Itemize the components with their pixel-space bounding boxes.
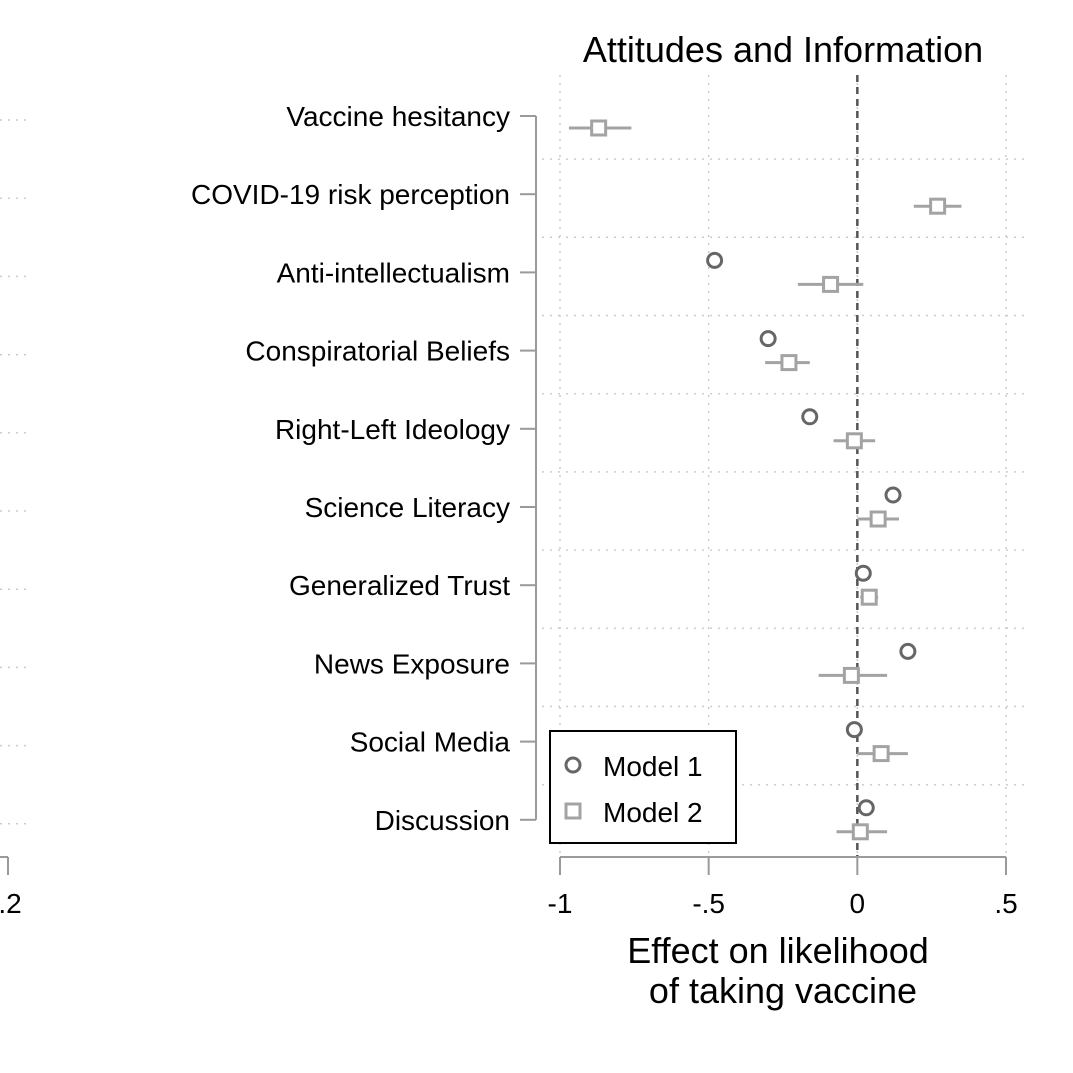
model-2-estimate: [833, 432, 876, 450]
y-tick-label: Generalized Trust: [289, 570, 510, 601]
circle-marker: [845, 721, 863, 739]
square-marker: [590, 119, 608, 137]
y-tick-label: Conspiratorial Beliefs: [245, 336, 510, 367]
x-tick-label: -1: [548, 888, 573, 919]
chart-title: Attitudes and Information: [583, 29, 983, 70]
square-marker: [860, 588, 878, 606]
square-marker: [822, 275, 840, 293]
legend-label-model-1: Model 1: [603, 751, 703, 782]
x-tick-label: .5: [994, 888, 1017, 919]
circle-marker: [857, 799, 875, 817]
x-axis-label-line2: of taking vaccine: [649, 970, 917, 1011]
model-2-estimate: [836, 823, 888, 841]
square-marker: [872, 745, 890, 763]
x-tick-label: -.5: [692, 888, 725, 919]
square-marker: [845, 432, 863, 450]
model-1-estimate: [884, 486, 902, 504]
circle-marker: [801, 408, 819, 426]
legend-square-icon: [564, 802, 582, 820]
model-2-estimate: [818, 666, 888, 684]
y-axis-labels: Vaccine hesitancy COVID-19 risk perceptio…: [191, 101, 510, 836]
square-marker: [851, 823, 869, 841]
square-marker: [842, 666, 860, 684]
left-panel-tick-label: .2: [0, 888, 22, 919]
legend-label-model-2: Model 2: [603, 797, 703, 828]
square-marker: [869, 510, 887, 528]
model-1-estimate: [706, 251, 724, 269]
left-panel-grid: [0, 119, 32, 825]
x-tick-label: 0: [850, 888, 866, 919]
model-1-estimate: [759, 330, 777, 348]
circle-marker: [899, 642, 917, 660]
y-tick-label: Right-Left Ideology: [275, 414, 510, 445]
x-axis-label-line1: Effect on likelihood: [627, 930, 929, 971]
model-2-estimate: [568, 119, 632, 137]
y-tick-label: Science Literacy: [305, 492, 510, 523]
model-2-estimate: [857, 510, 899, 528]
model-1-estimate: [899, 642, 917, 660]
model-2-estimate: [913, 197, 962, 215]
x-axis: -1 -.5 0 .5: [548, 856, 1018, 919]
model-1-estimate: [801, 408, 819, 426]
legend: Model 1 Model 2: [549, 730, 737, 844]
model-1-estimate: [857, 799, 875, 817]
model-2-estimate: [765, 354, 810, 372]
y-tick-label: Social Media: [350, 727, 511, 758]
square-marker: [780, 354, 798, 372]
legend-circle-icon: [564, 756, 582, 774]
y-axis: [520, 115, 537, 821]
left-panel-fragment: .2: [0, 119, 32, 919]
model-1-estimate: [854, 564, 872, 582]
square-marker: [929, 197, 947, 215]
y-tick-label: Vaccine hesitancy: [286, 101, 510, 132]
y-tick-label: COVID-19 risk perception: [191, 179, 510, 210]
circle-marker: [854, 564, 872, 582]
y-tick-label: Anti-intellectualism: [277, 257, 510, 288]
y-tick-label: Discussion: [375, 805, 510, 836]
data-marks: [568, 119, 962, 841]
circle-marker: [706, 251, 724, 269]
model-1-estimate: [845, 721, 863, 739]
model-2-estimate: [857, 745, 908, 763]
y-tick-label: News Exposure: [314, 648, 510, 679]
circle-marker: [759, 330, 777, 348]
model-2-estimate: [797, 275, 864, 293]
legend-box: [549, 730, 737, 844]
circle-marker: [884, 486, 902, 504]
model-2-estimate: [860, 588, 879, 606]
